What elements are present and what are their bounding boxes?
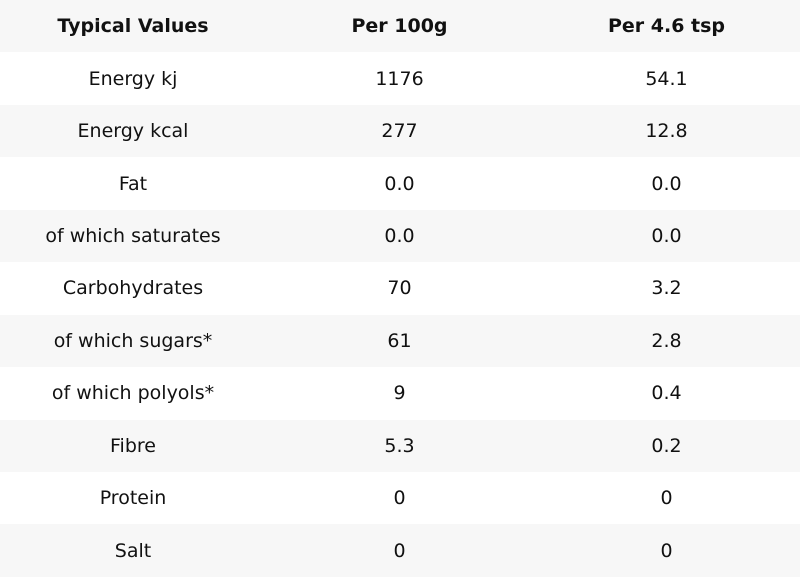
per-100g-cell: 0 <box>393 487 406 510</box>
table-row: Salt 0 0 <box>0 524 800 577</box>
nutrient-name-cell: of which polyols* <box>51 382 215 405</box>
table-row: Carbohydrates 70 3.2 <box>0 262 800 315</box>
table-row: Fat 0.0 0.0 <box>0 157 800 210</box>
table-header: Typical Values Per 100g Per 4.6 tsp <box>0 0 800 53</box>
table-row: of which saturates 0.0 0.0 <box>0 209 800 263</box>
per-serving-cell: 0.2 <box>651 434 682 457</box>
per-serving-cell: 3.2 <box>651 277 682 300</box>
nutrient-name-cell: Fat <box>118 172 148 195</box>
nutrient-name-cell: of which sugars* <box>53 329 213 352</box>
per-100g-cell: 5.3 <box>384 434 415 457</box>
per-100g-cell: 70 <box>387 277 412 300</box>
per-serving-cell: 0 <box>660 487 673 510</box>
per-100g-cell: 0 <box>393 539 406 562</box>
per-100g-cell: 0.0 <box>384 172 415 195</box>
per-100g-cell: 61 <box>387 329 412 352</box>
table-row: Energy kcal 277 12.8 <box>0 104 800 158</box>
nutrient-name-cell: Energy kj <box>88 67 178 90</box>
header-per-serving: Per 4.6 tsp <box>607 15 726 38</box>
per-serving-cell: 0.4 <box>651 382 682 405</box>
table-row: Fibre 5.3 0.2 <box>0 419 800 472</box>
per-100g-cell: 9 <box>393 382 406 405</box>
nutrient-name-cell: Carbohydrates <box>62 277 204 300</box>
per-serving-cell: 12.8 <box>645 120 688 143</box>
header-per-100g: Per 100g <box>351 15 448 38</box>
table-row: of which sugars* 61 2.8 <box>0 314 800 368</box>
table-row: of which polyols* 9 0.4 <box>0 367 800 420</box>
table-body: Energy kj 1176 54.1 Energy kcal 277 12.8… <box>0 52 800 577</box>
table-row: Protein 0 0 <box>0 471 800 525</box>
per-serving-cell: 2.8 <box>651 329 682 352</box>
per-100g-cell: 277 <box>381 120 418 143</box>
nutrient-name-cell: of which saturates <box>45 224 221 247</box>
per-serving-cell: 0.0 <box>651 172 682 195</box>
header-row: Typical Values Per 100g Per 4.6 tsp <box>0 0 800 53</box>
per-100g-cell: 0.0 <box>384 224 415 247</box>
table-row: Energy kj 1176 54.1 <box>0 52 800 105</box>
per-serving-cell: 54.1 <box>645 67 688 90</box>
nutrient-name-cell: Energy kcal <box>77 120 189 143</box>
nutrient-name-cell: Salt <box>114 539 152 562</box>
per-serving-cell: 0 <box>660 539 673 562</box>
nutrient-name-cell: Fibre <box>110 434 156 457</box>
per-100g-cell: 1176 <box>375 67 424 90</box>
header-typical-values: Typical Values <box>57 15 209 38</box>
nutrient-name-cell: Protein <box>99 487 167 510</box>
per-serving-cell: 0.0 <box>651 224 682 247</box>
